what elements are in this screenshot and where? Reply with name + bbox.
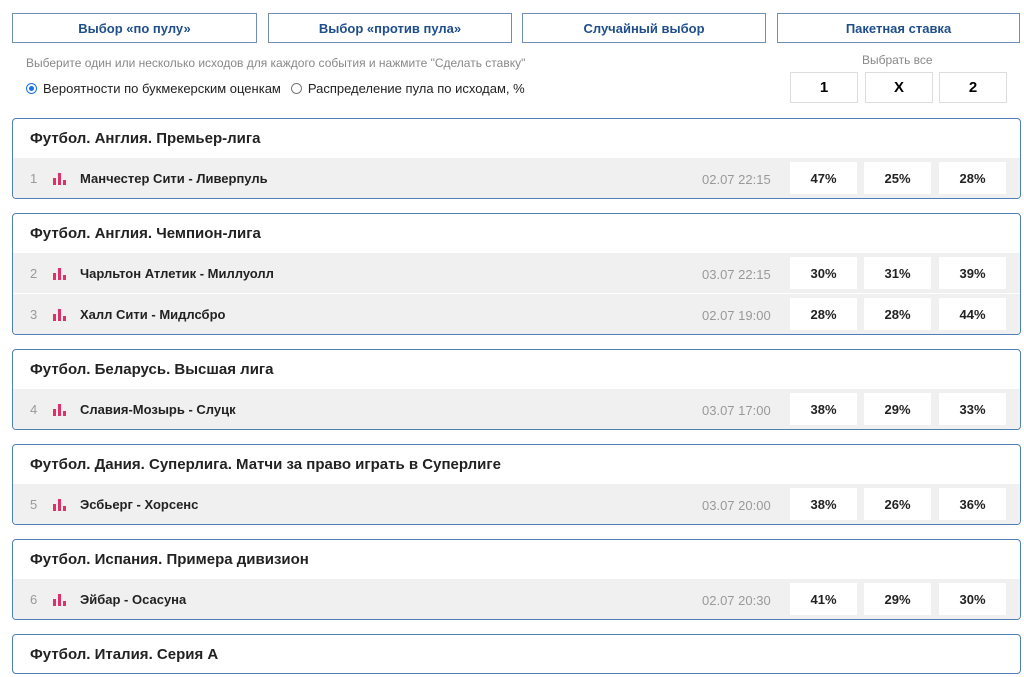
random-button[interactable]: Случайный выбор xyxy=(522,13,766,43)
match-number: 2 xyxy=(30,266,38,281)
outcome-cell[interactable]: 30% xyxy=(939,583,1006,615)
event-group: Футбол. Беларусь. Высшая лига 4 Славия-Моз… xyxy=(12,349,1021,430)
event-list: Футбол. Англия. Премьер-лига 1 Манчестер С… xyxy=(12,118,1021,677)
outcome-cell[interactable]: 38% xyxy=(790,488,857,520)
outcome-cell[interactable]: 38% xyxy=(790,393,857,425)
outcome-cell[interactable]: 33% xyxy=(939,393,1006,425)
bars-icon xyxy=(53,594,66,606)
select-all-outcome[interactable]: 2 xyxy=(939,72,1007,103)
event-group: Футбол. Дания. Суперлига. Матчи за право… xyxy=(12,444,1021,525)
group-title: Футбол. Испания. Примера дивизион xyxy=(30,550,309,568)
match-number: 5 xyxy=(30,497,38,512)
match-row: 2 Чарльтон Атлетик - Миллуолл 03.07 22:15 3… xyxy=(13,252,1020,293)
outcome-cell[interactable]: 28% xyxy=(939,162,1006,194)
option[interactable]: Вероятности по букмекерским оценкам xyxy=(26,81,281,96)
match-name: Эйбар - Осасуна xyxy=(80,592,187,607)
event-group: Футбол. Англия. Чемпион-лига 2 Чарльтон Ат… xyxy=(12,213,1021,335)
event-group: Футбол. Испания. Примера дивизион 6 Эйбар … xyxy=(12,539,1021,620)
match-row: 6 Эйбар - Осасуна 02.07 20:30 41% 29% 30% xyxy=(13,578,1020,619)
outcome-cell[interactable]: 36% xyxy=(939,488,1006,520)
hint: Выберите один или несколько исходов для … xyxy=(26,56,526,70)
match-date: 02.07 19:00 xyxy=(702,308,771,323)
option-label: Распределение пула по исходам, % xyxy=(307,81,525,96)
outcome-cell[interactable]: 30% xyxy=(790,257,857,289)
match-row: 5 Эсбьерг - Хорсенс 03.07 20:00 38% 26% 36% xyxy=(13,483,1020,524)
stats-icon[interactable] xyxy=(53,267,67,285)
group-title: Футбол. Беларусь. Высшая лига xyxy=(30,360,274,378)
match-row: 3 Халл Сити - Мидлсбро 02.07 19:00 28% 28% 44… xyxy=(13,293,1020,334)
bars-icon xyxy=(53,309,66,321)
group-title: Футбол. Дания. Суперлига. Матчи за право… xyxy=(30,455,501,473)
select-all-outcome[interactable]: 1 xyxy=(790,72,858,103)
against-pool-button[interactable]: Выбор «против пула» xyxy=(268,13,512,43)
radio[interactable] xyxy=(26,83,37,94)
pool-button[interactable]: Выбор «по пулу» xyxy=(12,13,257,43)
match-name: Славия-Мозырь - Слуцк xyxy=(80,402,236,417)
batch-button[interactable]: Пакетная ставка xyxy=(777,13,1020,43)
match-date: 03.07 17:00 xyxy=(702,403,771,418)
bars-icon xyxy=(53,268,66,280)
radio[interactable] xyxy=(290,83,302,94)
outcome-cell[interactable]: 28% xyxy=(864,298,931,330)
outcome-cell[interactable]: 41% xyxy=(790,583,857,615)
outcome-cell[interactable]: 25% xyxy=(864,162,931,194)
group-title: Футбол. Англия. Премьер-лига xyxy=(30,129,261,147)
outcome-cell[interactable]: 44% xyxy=(939,298,1006,330)
bars-icon xyxy=(53,499,66,511)
outcome-cell[interactable]: 47% xyxy=(790,162,857,194)
option-label: Вероятности по букмекерским оценкам xyxy=(43,81,281,96)
bars-icon xyxy=(53,404,66,416)
match-name: Манчестер Сити - Ливерпуль xyxy=(80,171,268,186)
match-name: Эсбьерг - Хорсенс xyxy=(80,497,199,512)
outcome-cell[interactable]: 29% xyxy=(864,583,931,615)
group-title: Футбол. Италия. Серия А xyxy=(30,645,219,663)
stats-icon[interactable] xyxy=(53,498,67,516)
select-all-label: Выбрать все xyxy=(862,53,933,67)
group-title: Футбол. Англия. Чемпион-лига xyxy=(30,224,261,242)
match-row: 1 Манчестер Сити - Ливерпуль 02.07 22:15 47… xyxy=(13,157,1020,198)
event-group: Футбол. Англия. Премьер-лига 1 Манчестер С… xyxy=(12,118,1021,199)
bars-icon xyxy=(53,173,66,185)
match-date: 03.07 22:15 xyxy=(702,267,771,282)
stats-icon[interactable] xyxy=(53,403,67,421)
match-number: 1 xyxy=(30,171,38,186)
outcome-cell[interactable]: 29% xyxy=(864,393,931,425)
option[interactable]: Распределение пула по исходам, % xyxy=(290,81,525,96)
match-date: 03.07 20:00 xyxy=(702,498,771,513)
outcome-cell[interactable]: 28% xyxy=(790,298,857,330)
outcome-cell[interactable]: 26% xyxy=(864,488,931,520)
event-group: Футбол. Италия. Серия А xyxy=(12,634,1021,674)
match-date: 02.07 20:30 xyxy=(702,593,771,608)
options: Вероятности по букмекерским оценкам Расп… xyxy=(26,81,525,96)
stats-icon[interactable] xyxy=(53,308,67,326)
select-all-outcome[interactable]: X xyxy=(865,72,933,103)
stats-icon[interactable] xyxy=(53,593,67,611)
outcome-cell[interactable]: 39% xyxy=(939,257,1006,289)
match-name: Халл Сити - Мидлсбро xyxy=(80,307,226,322)
match-date: 02.07 22:15 xyxy=(702,172,771,187)
match-row: 4 Славия-Мозырь - Слуцк 03.07 17:00 38% 29% 3… xyxy=(13,388,1020,429)
outcome-cell[interactable]: 31% xyxy=(864,257,931,289)
match-number: 3 xyxy=(30,307,38,322)
match-name: Чарльтон Атлетик - Миллуолл xyxy=(80,266,274,281)
match-number: 4 xyxy=(30,402,38,417)
stats-icon[interactable] xyxy=(53,172,67,190)
match-number: 6 xyxy=(30,592,38,607)
